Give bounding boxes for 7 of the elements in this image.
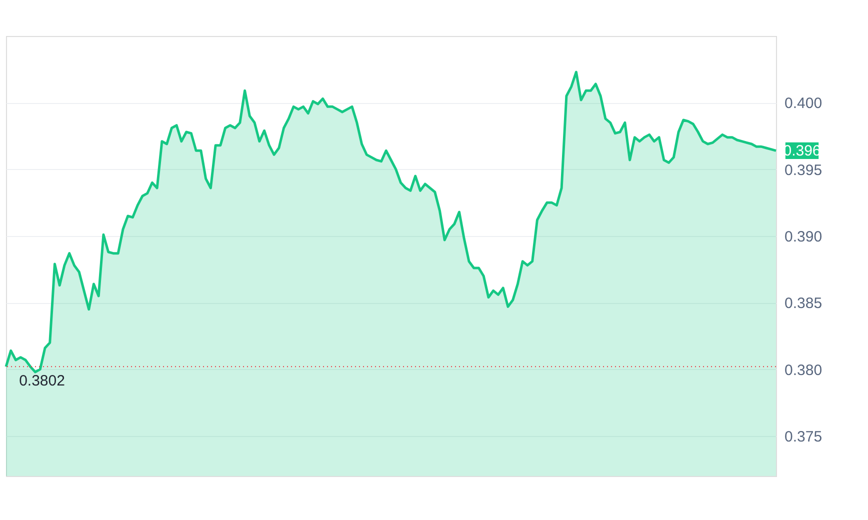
y-tick-label: 0.375 — [784, 428, 822, 446]
ref-line-label: 0.3802 — [19, 372, 65, 390]
y-tick-label: 0.390 — [784, 228, 822, 246]
y-tick-label: 0.400 — [784, 95, 822, 112]
y-tick-label: 0.380 — [784, 362, 822, 379]
y-tick-label: 0.395 — [784, 162, 822, 179]
y-tick-label: 0.385 — [784, 295, 822, 312]
